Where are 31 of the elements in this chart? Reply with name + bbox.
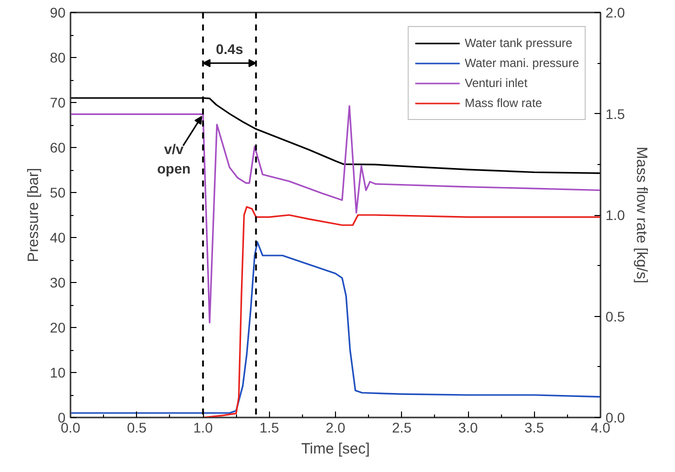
legend-label: Water mani. pressure (464, 56, 579, 70)
y2-axis-title: Mass flow rate [kg/s] (632, 146, 650, 284)
x-tick-label: 1.5 (260, 420, 280, 436)
y2-tick-label: 0.5 (606, 308, 626, 324)
annotation: 0.4s (216, 41, 244, 58)
x-tick-label: 3.0 (458, 420, 478, 436)
legend-label: Mass flow rate (464, 96, 542, 110)
legend-label: Water tank pressure (464, 36, 572, 50)
y-tick-label: 90 (50, 4, 66, 20)
x-tick-label: 1.0 (193, 420, 213, 436)
line-series (202, 206, 600, 418)
y-tick-label: 70 (50, 94, 66, 110)
y2-tick-label: 2.0 (606, 4, 626, 20)
x-tick-label: 3.5 (524, 420, 544, 436)
x-tick-label: 0.5 (127, 420, 147, 436)
line-series (70, 241, 600, 414)
y-tick-label: 10 (50, 364, 66, 380)
y-tick-label: 80 (50, 50, 66, 66)
legend-label: Venturi inlet (464, 76, 528, 90)
y-tick-label: 20 (50, 320, 66, 336)
x-tick-label: 2.0 (326, 420, 346, 436)
y-tick-label: 60 (50, 140, 66, 156)
y-axis-title: Pressure [bar] (24, 168, 42, 262)
annotation: v/v open (157, 141, 191, 176)
y-tick-label: 40 (50, 230, 66, 246)
x-axis-title: Time [sec] (301, 440, 370, 458)
y2-tick-label: 1.0 (606, 207, 626, 223)
y2-tick-label: 1.5 (606, 106, 626, 122)
y-tick-label: 30 (50, 274, 66, 290)
x-tick-label: 2.5 (392, 420, 412, 436)
y-tick-label: 50 (50, 184, 66, 200)
